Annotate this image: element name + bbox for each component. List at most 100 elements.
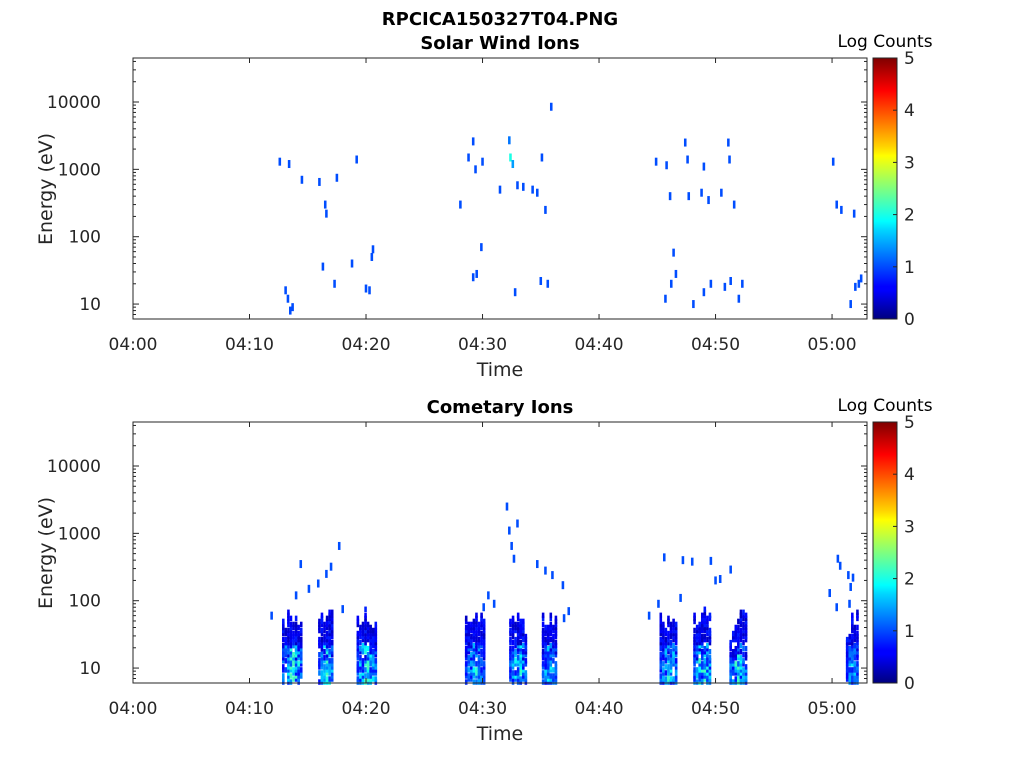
heatmap-cell	[744, 633, 748, 640]
heatmap-cell	[554, 627, 558, 634]
heatmap-cell	[289, 306, 292, 315]
heatmap-cell	[318, 639, 321, 646]
heatmap-cell	[708, 676, 712, 682]
heatmap-cell	[848, 667, 852, 673]
heatmap-cell	[467, 673, 471, 679]
heatmap-cell	[703, 627, 707, 634]
heatmap-cell	[514, 648, 517, 655]
heatmap-cell	[856, 661, 859, 667]
heatmap-cell	[665, 161, 668, 170]
colorbar-tick-label: 4	[904, 465, 915, 485]
heatmap-cell	[292, 658, 295, 664]
heatmap-cell	[366, 627, 370, 634]
heatmap-cell	[664, 639, 668, 646]
heatmap-cell	[662, 661, 665, 667]
heatmap-cell	[669, 667, 673, 673]
heatmap-cell	[337, 541, 341, 550]
heatmap-cell	[848, 633, 852, 640]
panel-title: Cometary Ions	[427, 397, 574, 418]
heatmap-cell	[544, 673, 547, 679]
heatmap-cell	[851, 648, 854, 655]
heatmap-cell	[848, 599, 851, 608]
heatmap-cell	[703, 615, 707, 622]
heatmap-cell	[511, 639, 515, 646]
heatmap-cell	[330, 661, 334, 667]
heatmap-cell	[480, 621, 483, 628]
heatmap-cell	[519, 642, 523, 649]
colorbar-tick-label: 2	[904, 570, 915, 590]
heatmap-cell	[519, 645, 523, 652]
heatmap-cell	[519, 639, 523, 646]
heatmap-cells-1	[278, 102, 863, 315]
heatmap-cell	[480, 673, 483, 679]
heatmap-cell	[297, 679, 300, 685]
heatmap-cell	[467, 661, 471, 667]
heatmap-cell	[356, 667, 360, 673]
heatmap-cell	[856, 664, 859, 670]
heatmap-cell	[480, 243, 483, 252]
heatmap-cell	[737, 673, 740, 679]
heatmap-cell	[516, 667, 520, 673]
heatmap-cell	[672, 642, 675, 649]
heatmap-cell	[541, 615, 545, 622]
heatmap-cell	[287, 645, 290, 652]
heatmap-cell	[361, 679, 365, 685]
heatmap-cell	[475, 627, 478, 634]
heatmap-cell	[674, 673, 678, 679]
heatmap-cell	[361, 621, 365, 628]
heatmap-cell	[737, 633, 740, 640]
heatmap-cell	[669, 661, 673, 667]
heatmap-cell	[477, 664, 481, 670]
heatmap-cell	[662, 655, 665, 661]
heatmap-cell	[294, 664, 298, 670]
heatmap-cell	[554, 633, 558, 640]
heatmap-cell	[289, 661, 293, 667]
heatmap-cell	[294, 630, 298, 637]
heatmap-cell	[541, 664, 545, 670]
heatmap-cell	[744, 630, 748, 637]
heatmap-cell	[511, 664, 515, 670]
heatmap-cell	[664, 676, 668, 682]
heatmap-cell	[299, 658, 303, 664]
heatmap-cell	[480, 624, 483, 631]
x-axis-label: Time	[476, 723, 524, 745]
heatmap-cell	[519, 652, 523, 658]
heatmap-cell	[739, 633, 743, 640]
heatmap-cell	[664, 664, 668, 670]
heatmap-cell	[482, 652, 486, 658]
heatmap-cell	[509, 621, 512, 628]
heatmap-cell	[674, 676, 678, 682]
heatmap-cell	[853, 645, 857, 652]
heatmap-cell	[475, 269, 478, 278]
heatmap-cell	[731, 661, 735, 667]
heatmap-cell	[284, 630, 288, 637]
heatmap-cell	[703, 667, 707, 673]
heatmap-cell	[664, 642, 668, 649]
heatmap-cell	[516, 633, 520, 640]
heatmap-cell	[693, 670, 696, 676]
heatmap-cell	[359, 627, 362, 634]
heatmap-cell	[482, 621, 486, 628]
heatmap-cell	[695, 624, 699, 631]
heatmap-cell	[853, 661, 857, 667]
heatmap-cell	[544, 670, 547, 676]
heatmap-cell	[475, 630, 478, 637]
heatmap-cell	[287, 652, 290, 658]
heatmap-cell	[472, 621, 476, 628]
heatmap-cell	[739, 655, 743, 661]
heatmap-cell	[318, 642, 321, 649]
heatmap-cell	[856, 667, 859, 673]
heatmap-cell	[477, 673, 481, 679]
heatmap-cell	[516, 181, 519, 190]
heatmap-cell	[509, 636, 512, 643]
heatmap-cell	[366, 636, 370, 643]
colorbar-tick-label: 0	[904, 310, 915, 330]
heatmap-cell	[330, 664, 334, 670]
heatmap-cell	[659, 612, 663, 619]
heatmap-cell	[519, 676, 523, 682]
heatmap-cell	[698, 670, 701, 676]
heatmap-cell	[739, 661, 743, 667]
heatmap-cell	[511, 618, 515, 625]
heatmap-cell	[509, 667, 512, 673]
heatmap-cell	[289, 615, 293, 622]
